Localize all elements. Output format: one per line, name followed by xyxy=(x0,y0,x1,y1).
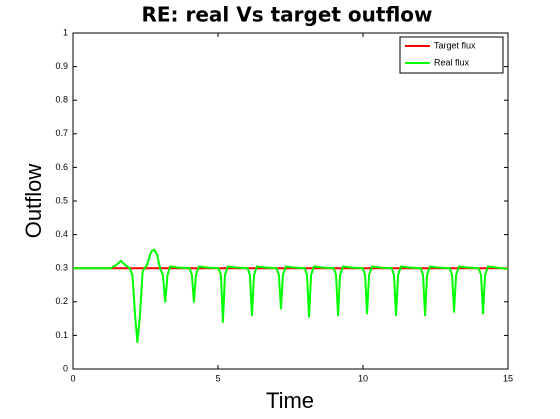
legend-label: Real flux xyxy=(434,57,470,67)
x-tick-label: 5 xyxy=(215,373,220,383)
y-tick-label: 0.8 xyxy=(55,95,68,105)
y-axis-label: Outflow xyxy=(21,164,46,239)
y-tick-label: 0.6 xyxy=(55,162,68,172)
y-tick-label: 0.1 xyxy=(55,330,68,340)
y-tick-label: 0.5 xyxy=(55,195,68,205)
x-axis-label: Time xyxy=(266,388,314,413)
y-tick-label: 0.9 xyxy=(55,61,68,71)
plot-area xyxy=(72,32,509,370)
x-tick-label: 0 xyxy=(70,373,75,383)
x-tick-label: 10 xyxy=(358,373,368,383)
y-tick-label: 1 xyxy=(63,27,68,37)
legend-box xyxy=(399,36,504,74)
legend: Target flux Real flux xyxy=(399,36,504,74)
legend-label: Target flux xyxy=(434,40,476,50)
y-tick-label: 0.2 xyxy=(55,296,68,306)
series-line xyxy=(73,248,509,344)
y-tick-label: 0.7 xyxy=(55,128,68,138)
y-tick-label: 0.3 xyxy=(55,263,68,273)
y-tick-label: 0 xyxy=(63,363,68,373)
chart-title: RE: real Vs target outflow xyxy=(141,3,432,27)
x-tick-label: 15 xyxy=(503,373,513,383)
y-tick-label: 0.4 xyxy=(55,229,68,239)
